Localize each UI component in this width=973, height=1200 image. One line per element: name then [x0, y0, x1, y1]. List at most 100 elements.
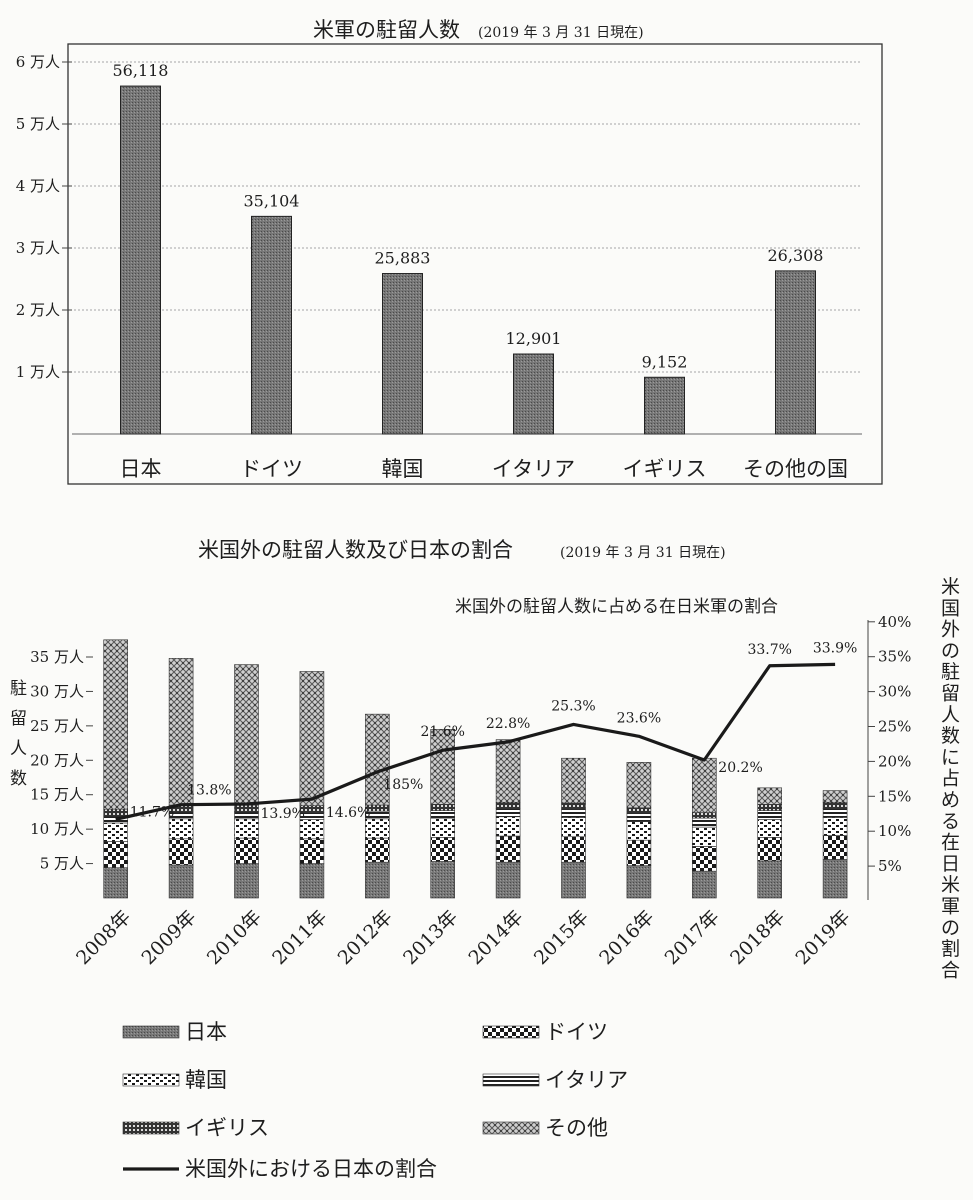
- chart2-y2-axis-label-char: る: [941, 810, 960, 832]
- chart2-y2-axis-label-char: 米: [941, 576, 960, 598]
- chart2-bar-segment: [364, 861, 390, 899]
- chart1-bar: [644, 376, 685, 435]
- chart2-bar-segment: [168, 864, 194, 899]
- chart1-y-tick-label: 3 万人: [16, 239, 60, 257]
- legend-swatch: [482, 1073, 540, 1087]
- chart2-stacked-bars: [103, 639, 848, 899]
- chart1-x-tick-label: 韓国: [382, 457, 424, 481]
- chart2-y-tick-label: 25 万人: [30, 717, 84, 735]
- chart2-ratio-label: 22.8%: [486, 716, 530, 732]
- chart2-y2-axis-label-char: 駐: [941, 661, 960, 683]
- chart2-x-tick-label: 2016年: [595, 906, 658, 969]
- chart2-ratio-line: [115, 662, 836, 821]
- chart2-bar-segment: [364, 818, 390, 839]
- chart2-x-tick-label: 2011年: [268, 906, 331, 969]
- chart2-bar-segment: [299, 838, 325, 864]
- chart2-y2-tick-label: 30%: [878, 683, 911, 701]
- chart2-y2-tick-label: 5%: [878, 857, 902, 875]
- chart1-x-tick-label: イタリア: [492, 457, 575, 481]
- chart2-bar-segment: [103, 867, 128, 899]
- chart2-y2-tick-label: 40%: [878, 613, 911, 631]
- chart2-y2-tick-label: 15%: [878, 787, 911, 805]
- chart1-bar: [251, 215, 292, 435]
- chart2-bar-segment: [626, 821, 652, 841]
- chart1-y-tick-label: 2 万人: [16, 301, 60, 319]
- chart1-y-tick-label: 5 万人: [16, 115, 60, 133]
- chart1-y-axis: 1 万人 2 万人 3 万人 4 万人 5 万人 6 万人: [16, 53, 60, 381]
- legend-swatch: [122, 1121, 180, 1135]
- chart2-bar-segment: [822, 817, 848, 836]
- chart2-bar-segment: [822, 835, 848, 860]
- chart1-value-label: 35,104: [244, 191, 300, 210]
- chart2-bar-segment: [234, 863, 259, 899]
- chart2-bar-segment: [430, 817, 456, 838]
- chart2-bar-segment: [626, 807, 652, 814]
- chart2-bar-segment: [561, 861, 586, 899]
- chart1-x-tick-label: 日本: [120, 457, 162, 481]
- chart2-bar-segment: [691, 812, 717, 819]
- chart2-title: 米国外の駐留人数及び日本の割合: [198, 538, 513, 562]
- chart2-x-tick-label: 2015年: [530, 906, 593, 969]
- legend-swatch: [482, 1025, 540, 1039]
- chart1-value-label: 25,883: [375, 249, 431, 268]
- chart2-ratio-label: 11.7%: [130, 804, 174, 820]
- chart2-y-tick-label: 20 万人: [30, 751, 84, 769]
- chart2-y-tick-label: 30 万人: [30, 682, 84, 700]
- chart1-value-label: 56,118: [113, 61, 169, 80]
- chart2-bar-segment: [495, 739, 521, 803]
- chart1-bar: [513, 353, 554, 435]
- chart2-y2-axis-label-char: 合: [941, 959, 960, 981]
- chart2-bar-segment: [757, 787, 783, 805]
- chart2-bar-segment: [757, 837, 783, 862]
- chart2-y2-axis-label-char: 留: [941, 683, 960, 705]
- chart2-y2-axis-label-char: の: [941, 917, 960, 939]
- chart2-x-tick-label: 2018年: [726, 906, 789, 969]
- chart2-y2-axis-label-char: め: [941, 789, 960, 811]
- chart2-bar-segment: [234, 664, 259, 806]
- legend-label: 日本: [185, 1020, 227, 1044]
- legend-label: イタリア: [545, 1068, 628, 1092]
- chart2-y2-axis-label-char: 軍: [941, 896, 960, 918]
- legend-label: その他: [545, 1116, 608, 1140]
- chart2-bar-segment: [234, 818, 259, 839]
- chart2-bar-segment: [299, 671, 325, 807]
- chart2-y2-axis-label-char: 在: [941, 832, 960, 854]
- chart2-y2-axis-label-char: 米: [941, 874, 960, 896]
- chart2-x-tick-label: 2009年: [137, 906, 200, 969]
- chart2-bar-segment: [364, 713, 390, 806]
- legend-label: イギリス: [185, 1116, 269, 1140]
- chart2-y2-axis: 5% 10% 15% 20% 25% 30% 35% 40%: [868, 613, 911, 875]
- chart2-y2-axis-label-char: 国: [941, 597, 960, 619]
- chart2-ratio-polyline: [115, 662, 836, 821]
- chart2-bar-segment: [168, 818, 194, 840]
- chart2-bar-segment: [626, 762, 652, 809]
- chart1-bar: [775, 270, 816, 435]
- chart1-subtitle: (2019 年 3 月 31 日現在): [478, 25, 644, 41]
- chart2-x-tick-label: 2014年: [464, 906, 527, 969]
- chart2-ratio-label: 13.9%: [261, 806, 305, 822]
- chart2-bar-segment: [495, 835, 521, 863]
- chart1-value-label: 26,308: [768, 246, 824, 265]
- chart2-bar-segment: [691, 870, 717, 899]
- chart2-y-axis-label-char: 人: [10, 739, 27, 759]
- chart2-y-tick-label: 10 万人: [30, 820, 84, 838]
- chart2-x-tick-label: 2019年: [791, 906, 854, 969]
- chart2-y2-tick-label: 10%: [878, 822, 911, 840]
- chart2-y-tick-label: 15 万人: [30, 786, 84, 804]
- chart2-bar-segment: [757, 819, 783, 838]
- chart2-y2-axis-label-char: に: [941, 746, 960, 768]
- chart2-bar-segment: [757, 810, 783, 820]
- chart2-ratio-label: 13.8%: [187, 783, 231, 799]
- chart2-ratio-label: 33.7%: [747, 642, 791, 658]
- chart2-ratio-labels: 11.7% 13.8% 13.9% 14.6% 185% 21.6% 22.8% 25.3% 2…: [130, 640, 858, 822]
- chart2-ratio-label: 21.6%: [420, 724, 464, 740]
- chart1-y-tick-label: 6 万人: [16, 53, 60, 71]
- chart2-y-axis-label: 駐留人数: [10, 679, 27, 789]
- chart2-y2-tick-label: 35%: [878, 648, 911, 666]
- chart2-bar-segment: [234, 804, 259, 813]
- legend-label: ドイツ: [545, 1020, 608, 1044]
- chart1-x-axis: 日本 ドイツ 韓国 イタリア イギリス その他の国: [120, 457, 849, 481]
- chart2-x-tick-label: 2012年: [334, 906, 397, 969]
- chart2-y2-axis-label-char: 外: [941, 619, 960, 641]
